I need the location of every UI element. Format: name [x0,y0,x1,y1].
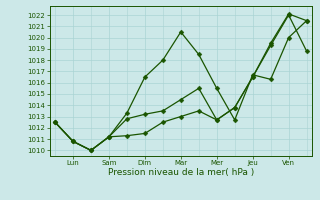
X-axis label: Pression niveau de la mer( hPa ): Pression niveau de la mer( hPa ) [108,168,254,177]
